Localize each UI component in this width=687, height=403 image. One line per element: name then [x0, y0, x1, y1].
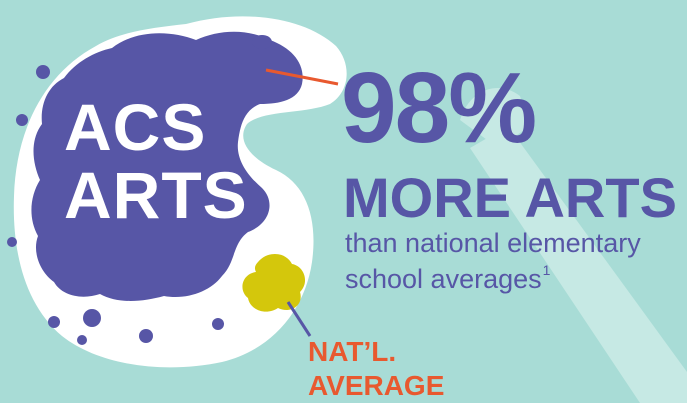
- comparison-text-line1: than national elementary: [345, 228, 641, 258]
- comparison-text-line2-label: school averages: [345, 264, 542, 294]
- paint-splat: [7, 31, 303, 345]
- more-arts-heading: MORE ARTS: [343, 166, 677, 229]
- pointer-line-acs: [265, 68, 339, 86]
- pointer-line-national: [286, 301, 312, 337]
- national-label-line1: NAT’L.: [308, 336, 397, 367]
- footnote-marker: 1: [542, 262, 551, 278]
- comparison-text-line2: school averages1: [345, 263, 550, 294]
- guitar-icon: [460, 88, 687, 403]
- percent-value: 98%: [341, 52, 537, 164]
- acs-label: ACS: [64, 90, 207, 164]
- national-label-line2: AVERAGE: [308, 370, 445, 401]
- yellow-splat: [242, 253, 306, 312]
- arts-label: ARTS: [64, 158, 248, 232]
